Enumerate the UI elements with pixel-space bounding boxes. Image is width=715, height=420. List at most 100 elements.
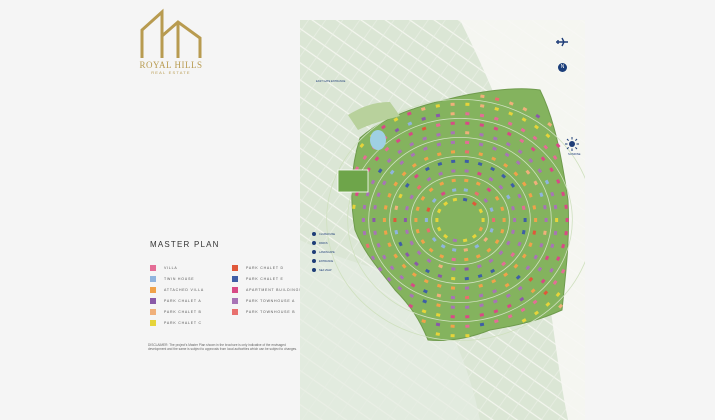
housing-unit xyxy=(545,301,551,307)
housing-unit xyxy=(489,228,494,233)
housing-unit xyxy=(421,319,427,324)
legend-swatch xyxy=(150,298,156,304)
legend-label: Park Chalet C xyxy=(164,321,202,325)
housing-unit xyxy=(521,117,527,122)
housing-unit xyxy=(491,156,497,162)
housing-unit xyxy=(532,299,538,305)
housing-unit xyxy=(532,135,538,141)
housing-unit xyxy=(479,123,485,127)
housing-unit xyxy=(474,191,480,196)
housing-unit xyxy=(493,126,499,131)
housing-unit xyxy=(478,226,484,232)
housing-unit xyxy=(450,131,455,135)
internal-road xyxy=(389,155,531,285)
housing-unit xyxy=(426,258,432,264)
housing-unit xyxy=(556,256,561,262)
housing-unit xyxy=(539,242,544,248)
legend-label: Twin House xyxy=(164,277,195,281)
housing-unit xyxy=(530,288,536,294)
map-key-marker-icon xyxy=(312,250,316,254)
housing-unit xyxy=(479,104,485,108)
housing-unit xyxy=(498,250,504,256)
housing-unit xyxy=(365,243,370,249)
master-plan-map[interactable] xyxy=(300,20,585,420)
housing-unit xyxy=(428,187,434,193)
housing-unit xyxy=(416,184,422,190)
housing-unit xyxy=(386,276,392,282)
housing-unit xyxy=(555,292,561,297)
lower-area xyxy=(300,240,480,420)
legend-item: Apartment Buildings xyxy=(232,286,302,294)
housing-unit xyxy=(488,176,494,182)
disclaimer-text: DISCLAIMER: The project's Master Plan sh… xyxy=(148,343,298,352)
house-logo-icon xyxy=(140,8,202,58)
housing-unit xyxy=(440,244,446,249)
page-title: MASTER PLAN xyxy=(150,240,220,249)
housing-unit xyxy=(422,146,428,151)
housing-unit xyxy=(530,146,536,152)
housing-unit xyxy=(511,205,515,211)
housing-unit xyxy=(486,247,492,253)
development-parcel[interactable] xyxy=(351,88,570,341)
housing-unit xyxy=(478,152,484,157)
housing-unit xyxy=(465,131,470,135)
legend-swatch xyxy=(150,265,156,271)
housing-unit xyxy=(394,127,400,133)
housing-unit xyxy=(494,106,500,112)
housing-unit xyxy=(464,267,469,271)
housing-unit xyxy=(488,258,494,264)
map-key-marker-icon xyxy=(312,259,316,263)
housing-unit xyxy=(492,136,498,141)
housing-unit xyxy=(422,299,428,304)
housing-unit xyxy=(450,334,455,338)
housing-unit xyxy=(503,162,509,168)
housing-unit xyxy=(421,126,427,131)
housing-unit xyxy=(431,198,437,203)
legend-label: Park Chalet A xyxy=(164,299,202,303)
housing-unit xyxy=(377,266,383,272)
housing-unit xyxy=(517,285,523,291)
housing-unit xyxy=(478,283,484,288)
housing-unit xyxy=(500,206,505,212)
housing-unit xyxy=(539,192,544,198)
housing-unit xyxy=(386,158,392,164)
housing-unit xyxy=(411,272,417,278)
royal-hills-logo xyxy=(134,8,208,80)
housing-unit xyxy=(561,243,566,249)
housing-unit xyxy=(465,305,470,309)
housing-unit xyxy=(519,296,525,302)
housing-unit xyxy=(389,169,395,175)
housing-unit xyxy=(408,131,414,137)
housing-unit xyxy=(515,274,521,280)
housing-unit xyxy=(477,161,483,167)
housing-unit xyxy=(387,192,392,198)
housing-unit xyxy=(478,293,484,298)
map-key-marker-icon xyxy=(312,268,316,272)
housing-unit xyxy=(493,319,499,324)
housing-unit xyxy=(517,149,523,155)
legend-item: Park Chalet E xyxy=(232,275,284,283)
legend-label: Attached Villa xyxy=(164,288,205,292)
housing-unit xyxy=(501,261,507,267)
housing-unit xyxy=(464,276,469,281)
housing-unit xyxy=(411,162,417,168)
housing-unit xyxy=(439,254,445,259)
legend-item: Park Chalet A xyxy=(150,297,202,305)
housing-unit xyxy=(479,132,484,137)
legend-swatch xyxy=(232,298,238,304)
housing-unit xyxy=(558,303,564,309)
housing-unit xyxy=(537,168,543,174)
housing-unit xyxy=(438,171,444,176)
housing-unit xyxy=(543,144,549,150)
housing-unit xyxy=(382,218,386,222)
housing-unit xyxy=(405,229,409,235)
housing-unit xyxy=(464,150,470,154)
internal-road xyxy=(347,117,573,323)
housing-unit xyxy=(413,261,419,267)
map-key-label: PARKS xyxy=(319,241,328,245)
housing-unit xyxy=(382,254,387,260)
lake xyxy=(370,130,386,150)
legend-swatch xyxy=(232,276,238,282)
housing-unit xyxy=(532,205,537,210)
